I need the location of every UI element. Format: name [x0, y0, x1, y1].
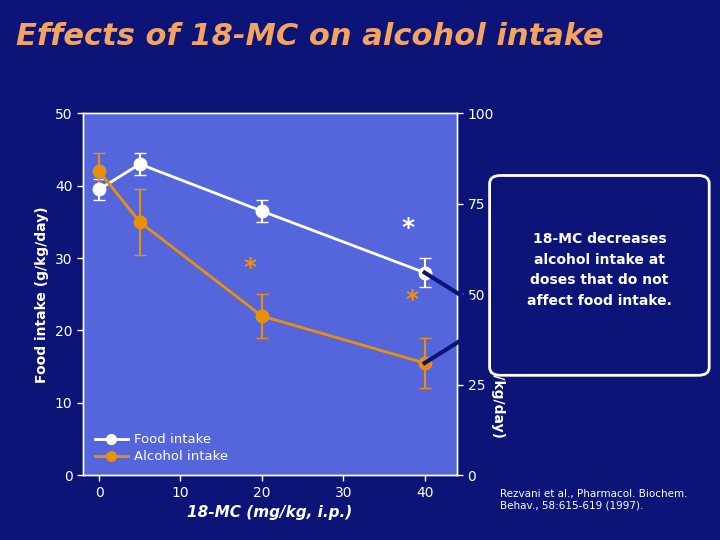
- Y-axis label: Food intake (g/kg/day): Food intake (g/kg/day): [35, 206, 49, 383]
- Text: 18-MC decreases
alcohol intake at
doses that do not
affect food intake.: 18-MC decreases alcohol intake at doses …: [527, 232, 672, 308]
- Text: (ml/kg/day): (ml/kg/day): [490, 351, 504, 440]
- Text: Rezvani et al., Pharmacol. Biochem.
Behav., 58:615-619 (1997).: Rezvani et al., Pharmacol. Biochem. Beha…: [500, 489, 688, 510]
- Text: Alcohol int: Alcohol int: [490, 187, 504, 271]
- X-axis label: 18-MC (mg/kg, i.p.): 18-MC (mg/kg, i.p.): [187, 505, 353, 520]
- Text: Effects of 18-MC on alcohol intake: Effects of 18-MC on alcohol intake: [16, 22, 603, 51]
- Text: *: *: [243, 256, 256, 280]
- Text: *: *: [406, 288, 419, 312]
- Text: *: *: [402, 216, 415, 240]
- Legend: Food intake, Alcohol intake: Food intake, Alcohol intake: [89, 428, 234, 469]
